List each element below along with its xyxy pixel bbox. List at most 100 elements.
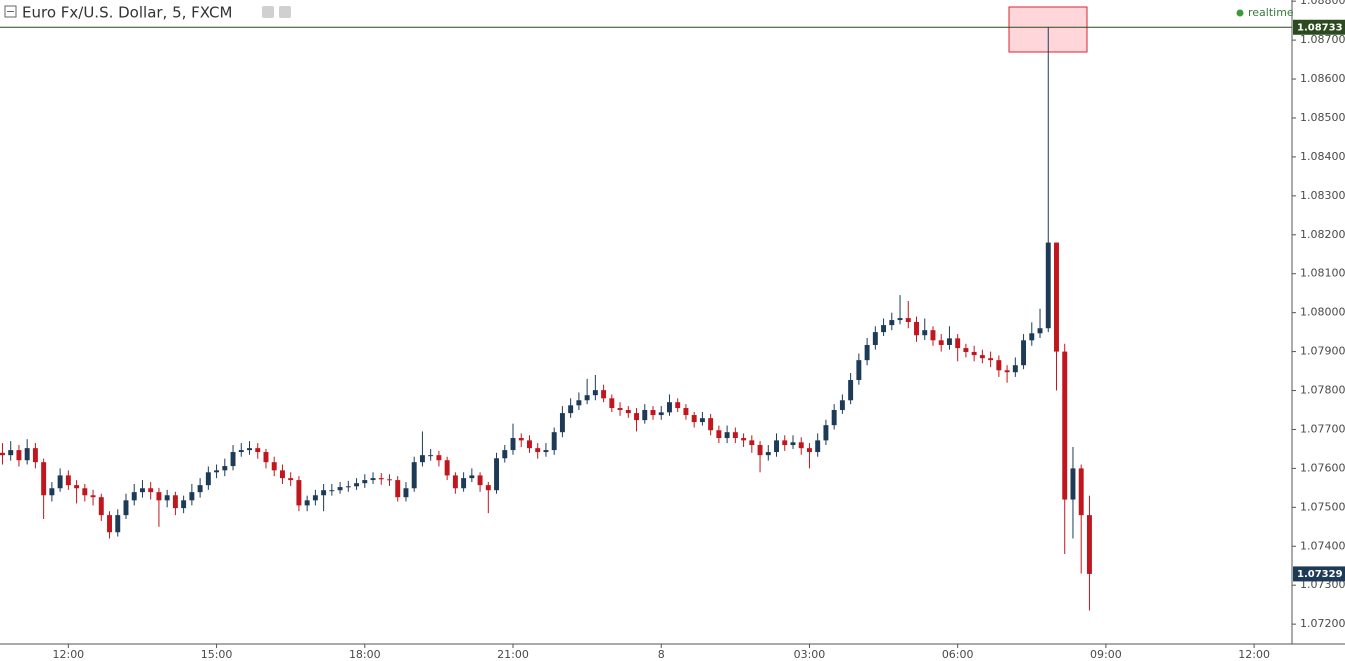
candle-body [971, 351, 977, 356]
candle-body [848, 380, 854, 401]
candle-body [32, 448, 38, 463]
x-tick-label: 21:00 [497, 648, 529, 661]
candle-body [461, 478, 467, 489]
x-tick-label: 15:00 [201, 648, 233, 661]
candle-body [559, 413, 565, 433]
y-tick-label: 1.08000 [1300, 306, 1345, 319]
price-label-box [1293, 566, 1345, 582]
candle-body [864, 344, 870, 361]
collapse-icon[interactable] [4, 5, 17, 18]
y-tick-label: 1.07800 [1300, 384, 1345, 397]
candle-body [41, 462, 47, 496]
candle-body [172, 495, 178, 509]
candle-body [247, 448, 252, 451]
candle-body [897, 318, 903, 321]
settings-icon[interactable] [279, 6, 291, 18]
candle-body [774, 440, 779, 453]
candle-body [642, 409, 648, 421]
x-tick-label: 03:00 [794, 648, 826, 661]
candle-body [979, 355, 985, 359]
candle-body [1078, 468, 1084, 516]
candle-body [650, 409, 656, 416]
candle-body [889, 320, 895, 326]
axes: 1.07200 1.07300 1.07400 1.07500 1.07600 1.077… [52, 0, 1345, 661]
candle-body [230, 452, 236, 467]
candle-body [1070, 468, 1076, 500]
candle-body [914, 322, 919, 336]
candle-body [288, 478, 294, 481]
x-tick-label: 18:00 [349, 648, 381, 661]
candle-body [469, 475, 475, 479]
candle-body [732, 432, 738, 439]
candle-body [181, 500, 187, 509]
y-tick-label: 1.07700 [1300, 422, 1345, 435]
candle-body [354, 483, 360, 487]
candle-body [1029, 333, 1035, 341]
candle-body [905, 318, 911, 322]
candle-body [1045, 242, 1051, 329]
candle-body [271, 462, 277, 471]
candle-body [741, 438, 747, 441]
candle-body [617, 408, 623, 410]
candle-body [1021, 340, 1027, 366]
candle-body [872, 332, 878, 345]
plot-area [0, 26, 1292, 611]
candle-body [485, 485, 491, 491]
candle-body [584, 395, 590, 401]
candle-body [609, 398, 615, 409]
candle-body [49, 488, 55, 496]
candle-body [535, 448, 541, 453]
candle-body [527, 440, 532, 449]
candle-body [16, 450, 22, 461]
y-tick-label: 1.08400 [1300, 150, 1345, 163]
y-tick-label: 1.07200 [1300, 617, 1345, 630]
candle-body [1062, 351, 1068, 500]
candle-body [123, 500, 129, 516]
candle-body [189, 492, 195, 501]
candle-body [131, 492, 137, 501]
candle-body [699, 418, 705, 423]
price-label: 1.07329 [1297, 569, 1343, 580]
candle-body [518, 438, 524, 441]
candle-body [329, 490, 335, 492]
candle-body [90, 495, 96, 498]
candle-body [634, 413, 640, 421]
candle-body [551, 432, 557, 451]
candle-body [444, 460, 450, 476]
candle-body [57, 475, 63, 489]
eye-icon[interactable] [262, 6, 274, 18]
candle-body [996, 360, 1002, 371]
candle-body [98, 497, 104, 516]
candle-body [831, 409, 837, 426]
candle-body [757, 445, 763, 456]
candle-body [238, 450, 244, 453]
candle-body [0, 452, 5, 456]
candle-body [436, 455, 442, 461]
y-tick-label: 1.08200 [1300, 228, 1345, 241]
candle-body [279, 470, 285, 479]
candle-body [724, 432, 730, 439]
candle-body [255, 448, 261, 453]
candle-body [930, 330, 936, 341]
candle-body [107, 515, 112, 533]
candle-body [387, 479, 392, 481]
candle-body [576, 400, 582, 406]
y-tick-label: 1.07600 [1300, 461, 1345, 474]
status-dot [1236, 9, 1244, 17]
candle-body [494, 458, 500, 491]
candle-body [345, 486, 351, 488]
candle-body [955, 338, 961, 349]
candle-body [675, 402, 681, 409]
candle-body [312, 495, 318, 501]
status-label: realtime [1248, 6, 1294, 19]
candle-body [1037, 328, 1043, 334]
candle-body [691, 415, 697, 423]
candle-body [839, 400, 845, 410]
x-tick-label: 12:00 [1238, 648, 1270, 661]
y-tick-label: 1.08600 [1300, 72, 1345, 85]
candle-body [419, 455, 425, 463]
candle-body [683, 408, 689, 416]
candle-body [988, 358, 994, 361]
candle-body [963, 348, 969, 352]
candle-body [74, 485, 80, 489]
